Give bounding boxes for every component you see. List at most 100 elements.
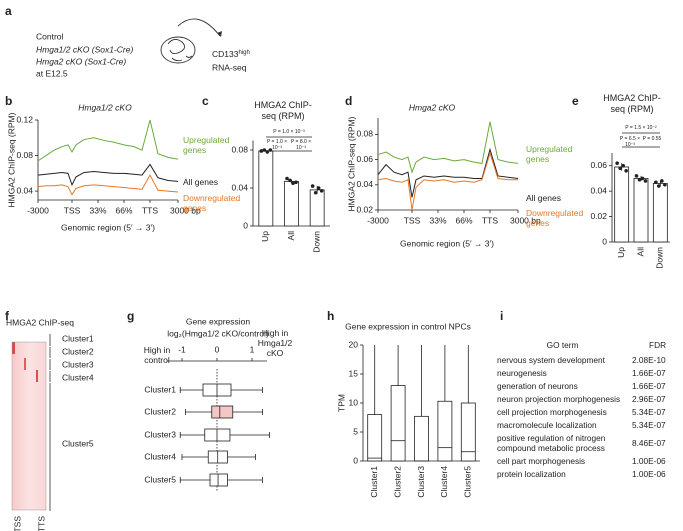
- marker-text: CD133high: [212, 49, 250, 59]
- fdr: 1.00E-06: [632, 469, 666, 479]
- data-point: [634, 174, 639, 178]
- category-label: Cluster2: [144, 406, 176, 416]
- cluster-label: Cluster3: [62, 359, 94, 369]
- x-tick-label: All: [286, 231, 296, 241]
- bar: [652, 183, 668, 243]
- go-term: neuron projection morphogenesis: [497, 393, 621, 404]
- x-tick-label: Down: [311, 231, 321, 253]
- x-tick-label: 33%: [89, 205, 106, 215]
- condition-text: at E12.5: [36, 68, 68, 78]
- marker: CD133: [212, 49, 239, 59]
- fdr: 1.66E-07: [632, 367, 666, 378]
- series-line: [37, 163, 179, 187]
- x-tick-label: 66%: [115, 205, 132, 215]
- p-value: P = 8.0 × 10⁻³: [290, 139, 312, 151]
- panel-label: a: [5, 4, 12, 18]
- panel-label: g: [127, 309, 134, 323]
- heatmap-title: HMGA2 ChIP-seq: [6, 317, 74, 327]
- x-tick-label: Cluster3: [416, 466, 426, 498]
- heatmap-x-label: TTS: [36, 516, 46, 531]
- header-cell: GO term: [546, 340, 579, 350]
- bar: [614, 166, 630, 243]
- data-point: [291, 181, 295, 186]
- legend-label: Upregulated genes: [183, 135, 230, 155]
- series-line: [37, 174, 179, 196]
- data-point: [285, 176, 289, 181]
- panel-label: e: [572, 94, 579, 108]
- y-axis-label: HMGA2 ChIP-seq (RPM): [346, 116, 356, 211]
- go-table: GO term FDR nervous system development 2.08…: [497, 340, 677, 482]
- table-row: protein localization 1.00E-06: [497, 469, 677, 480]
- box: [367, 414, 383, 462]
- p-value: P = 6.5 × 10⁻³: [619, 136, 641, 148]
- y-tick-label: 0.04: [231, 182, 248, 192]
- category-label: Cluster4: [144, 451, 176, 461]
- series-line: [37, 119, 179, 162]
- embryo-icon: [160, 18, 221, 64]
- x-tick-label: TSS: [404, 215, 421, 225]
- y-tick-label: 10: [349, 397, 359, 407]
- x-tick-label: Cluster2: [392, 466, 402, 498]
- y-tick-label: 0: [243, 220, 248, 230]
- go-term: cell projection morphogenesis: [497, 406, 607, 417]
- panel-label: i: [500, 309, 503, 323]
- data-point: [643, 179, 648, 183]
- table-row: generation of neurons 1.66E-07: [497, 381, 677, 392]
- y-tick-label: 0.02: [356, 204, 373, 214]
- data-point: [294, 180, 298, 185]
- y-tick-label: 0.08: [356, 129, 373, 139]
- x-tick-label: TTS: [482, 215, 498, 225]
- fdr: 5.34E-07: [632, 419, 666, 430]
- x-tick-label: -1: [178, 344, 186, 354]
- data-point: [657, 184, 661, 188]
- data-point: [654, 180, 658, 185]
- assay-text: RNA-seq: [212, 62, 247, 72]
- data-point: [288, 178, 292, 183]
- bar: [284, 180, 299, 227]
- y-tick-label: 0.08: [231, 144, 248, 154]
- bar: [633, 178, 649, 243]
- annotation: High in Hmga1/2 cKO: [257, 328, 293, 358]
- y-tick-label: 0: [353, 455, 358, 465]
- go-term: positive regulation of nitrogen compound…: [497, 432, 606, 454]
- heatmap: [12, 342, 46, 510]
- p-value: P = 1.0 × 10⁻³: [273, 129, 305, 135]
- condition-text: Hmga1/2 cKO (Sox1-Cre): [36, 44, 133, 54]
- x-tick-label: -3000: [367, 215, 389, 225]
- data-point: [640, 176, 645, 181]
- table-row: positive regulation of nitrogen compound…: [497, 433, 677, 454]
- bar: [258, 150, 274, 227]
- series-line: [377, 151, 518, 211]
- category-label: Cluster5: [144, 474, 176, 484]
- y-tick-label: 0.06: [356, 154, 373, 164]
- y-tick-label: 0.12: [16, 114, 33, 124]
- y-tick-label: 0.02: [590, 211, 607, 221]
- chart-title: Gene expression: [186, 316, 251, 326]
- table-row: neurogenesis 1.66E-07: [497, 368, 677, 379]
- header-cell: FDR: [649, 340, 667, 350]
- x-tick-label: Cluster4: [439, 466, 449, 498]
- y-tick-label: 0.04: [356, 179, 373, 189]
- p-value: P = 1.0 × 10⁻³: [266, 139, 288, 151]
- x-axis-label: Genomic region (5′ → 3′): [400, 238, 494, 248]
- fdr: 2.96E-07: [632, 393, 666, 404]
- data-point: [319, 189, 324, 193]
- fdr: 8.46E-07: [632, 437, 666, 448]
- x-tick-label: 3000 bp: [170, 205, 201, 215]
- box: [437, 400, 453, 462]
- table-row: neuron projection morphogenesis 2.96E-07: [497, 394, 677, 405]
- x-tick-label: 33%: [429, 215, 446, 225]
- y-tick-label: 0.08: [16, 150, 33, 160]
- go-term: protein localization: [497, 469, 566, 479]
- box: [460, 402, 476, 462]
- cluster-label: Cluster5: [62, 438, 94, 448]
- p-value: P = 0.55: [642, 136, 662, 142]
- data-point: [316, 186, 321, 190]
- y-tick-label: 20: [349, 339, 359, 349]
- panel-label: c: [202, 94, 209, 108]
- heatmap-streak: [24, 358, 26, 370]
- go-term: cell part morphogenesis: [497, 456, 586, 466]
- x-tick-label: Up: [616, 247, 626, 258]
- data-point: [262, 148, 267, 152]
